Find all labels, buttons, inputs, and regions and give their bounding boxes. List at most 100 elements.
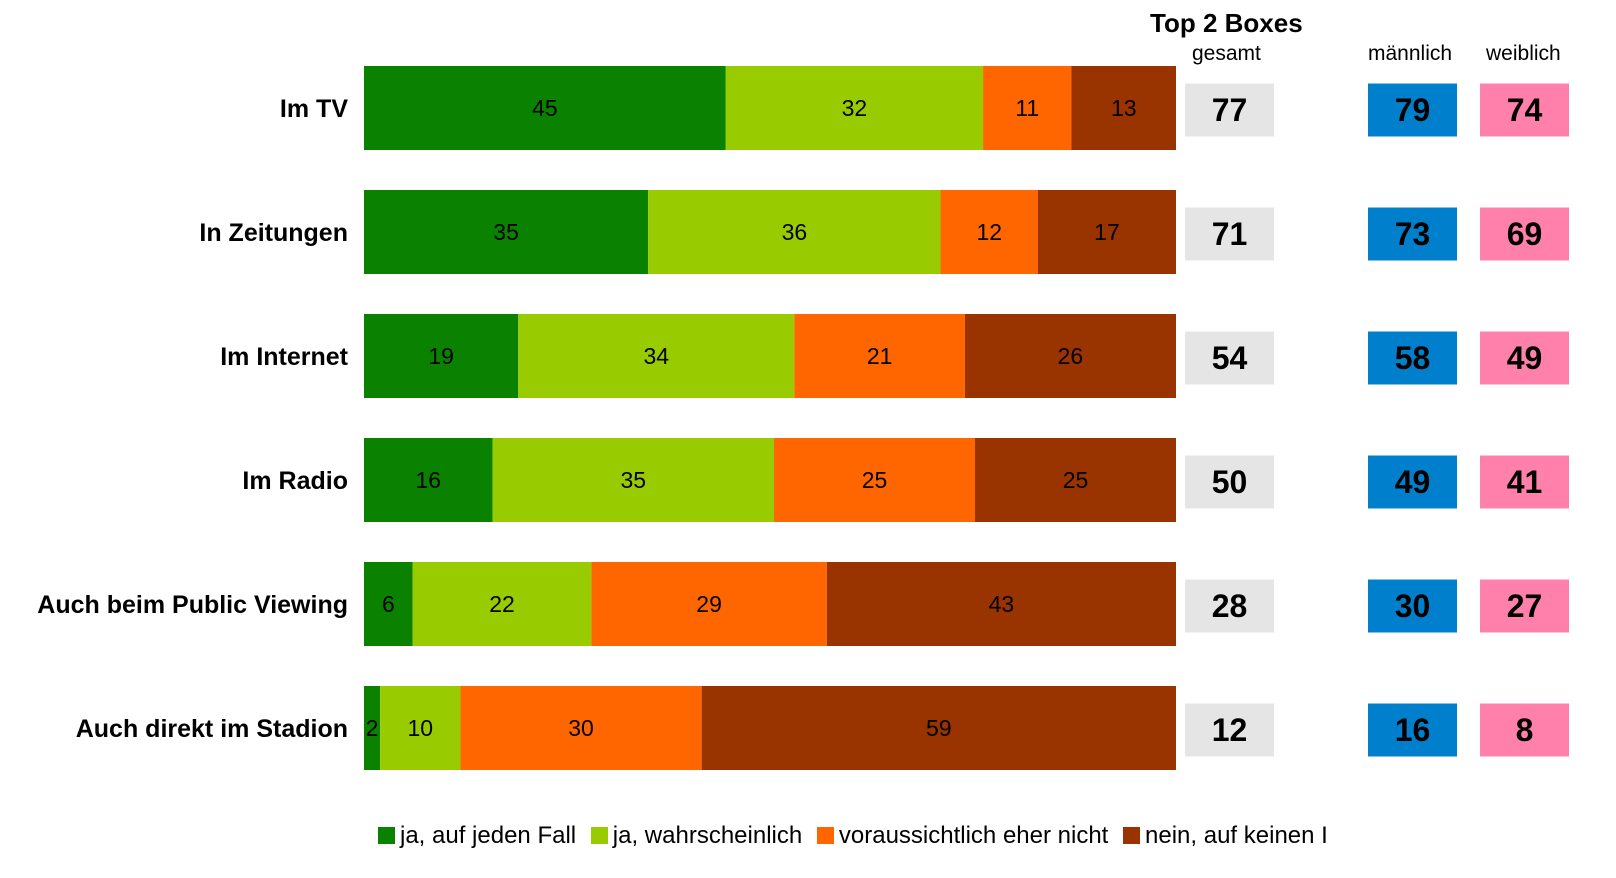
top2-total-box-value: 71 xyxy=(1212,216,1248,252)
top2-female-box xyxy=(1480,579,1569,633)
data-label: 12 xyxy=(976,219,1002,245)
top2-total-box-value: 54 xyxy=(1212,340,1248,376)
top2-male-box-value: 49 xyxy=(1395,464,1431,500)
top2-male-box xyxy=(1368,703,1457,757)
top2-female-box-value: 74 xyxy=(1507,92,1543,128)
bar-segment xyxy=(964,314,1176,398)
category-label: Im Radio xyxy=(242,467,348,495)
top2-total-box xyxy=(1185,83,1274,137)
bar-segment xyxy=(975,438,1176,522)
bar-segment xyxy=(364,190,649,274)
top2-male-box xyxy=(1368,83,1457,137)
data-label: 25 xyxy=(862,467,888,493)
bar-segment xyxy=(725,66,984,150)
bar-segment xyxy=(940,190,1038,274)
bar-segment xyxy=(1071,66,1176,150)
top2-male-box-value: 58 xyxy=(1395,340,1431,376)
top2-female-box-value: 8 xyxy=(1516,712,1534,748)
data-label: 26 xyxy=(1058,343,1084,369)
data-label: 36 xyxy=(782,219,808,245)
top2-female-box xyxy=(1480,455,1569,509)
bar-segment xyxy=(1037,190,1176,274)
legend-label: ja, auf jeden Fall xyxy=(400,822,577,849)
top2-female-box-value: 27 xyxy=(1507,588,1543,624)
top2-female-box-value: 69 xyxy=(1507,216,1543,252)
top2-male-box-value: 30 xyxy=(1395,588,1431,624)
top2-female-box xyxy=(1480,703,1569,757)
legend-label: ja, wahrscheinlich xyxy=(612,822,803,849)
top2-total-box xyxy=(1185,579,1274,633)
legend-label: voraussichtlich eher nicht xyxy=(838,822,1109,849)
top2-male-box xyxy=(1368,455,1457,509)
column-header-weiblich: weiblich xyxy=(1486,42,1561,65)
top2-female-box-value: 49 xyxy=(1507,340,1543,376)
top2-male-box xyxy=(1368,331,1457,385)
bar-segment xyxy=(591,562,827,646)
bar-segment xyxy=(364,562,413,646)
category-label: In Zeitungen xyxy=(199,219,348,247)
bar-segment xyxy=(364,438,493,522)
data-label: 17 xyxy=(1094,219,1120,245)
legend-item: nein, auf keinen I xyxy=(1123,822,1328,850)
top2-total-box xyxy=(1185,703,1274,757)
top2-total-box xyxy=(1185,455,1274,509)
top2-male-box xyxy=(1368,579,1457,633)
top2-total-box-value: 50 xyxy=(1212,464,1248,500)
top2-female-box xyxy=(1480,331,1569,385)
bar-segment xyxy=(364,686,381,770)
top2-boxes-title: Top 2 Boxes xyxy=(1150,8,1303,38)
bar-segment xyxy=(364,66,726,150)
data-label: 30 xyxy=(568,715,594,741)
bar-segment xyxy=(492,438,775,522)
bar-segment xyxy=(701,686,1176,770)
top2-female-box xyxy=(1480,83,1569,137)
top2-total-box xyxy=(1185,207,1274,261)
data-label: 11 xyxy=(1015,95,1039,121)
data-label: 10 xyxy=(407,715,433,741)
top2-total-box-value: 77 xyxy=(1212,92,1248,128)
legend-swatch xyxy=(378,827,395,844)
data-label: 2 xyxy=(366,715,379,741)
data-label: 16 xyxy=(416,467,442,493)
top2-total-box-value: 12 xyxy=(1212,712,1248,748)
top2-female-box-value: 41 xyxy=(1507,464,1543,500)
bar-segment xyxy=(460,686,702,770)
category-label: Im TV xyxy=(280,95,348,123)
data-label: 35 xyxy=(621,467,647,493)
data-label: 35 xyxy=(493,219,519,245)
data-label: 25 xyxy=(1063,467,1089,493)
bar-segment xyxy=(648,190,941,274)
bar-segment xyxy=(518,314,795,398)
top2-male-box-value: 79 xyxy=(1395,92,1431,128)
top2-male-box xyxy=(1368,207,1457,261)
data-label: 29 xyxy=(696,591,722,617)
bar-segment xyxy=(983,66,1072,150)
column-header-gesamt: gesamt xyxy=(1192,42,1261,65)
data-label: 21 xyxy=(867,343,893,369)
top2-total-box xyxy=(1185,331,1274,385)
data-label: 34 xyxy=(644,343,670,369)
column-header-maennlich: männlich xyxy=(1368,42,1453,65)
legend-swatch xyxy=(1123,827,1141,844)
data-label: 59 xyxy=(926,715,952,741)
bar-segment xyxy=(380,686,461,770)
legend-item: ja, wahrscheinlich xyxy=(590,822,803,850)
top2-male-box-value: 16 xyxy=(1395,712,1431,748)
data-label: 19 xyxy=(428,343,454,369)
category-label: Im Internet xyxy=(220,343,348,371)
legend-item: voraussichtlich eher nicht xyxy=(816,822,1109,850)
data-label: 6 xyxy=(382,591,395,617)
data-label: 22 xyxy=(489,591,515,617)
data-label: 45 xyxy=(532,95,558,121)
data-label: 32 xyxy=(842,95,868,121)
bar-segment xyxy=(826,562,1176,646)
data-label: 13 xyxy=(1111,95,1137,121)
legend: ja, auf jeden Fall ja, wahrscheinlich vo… xyxy=(378,822,1616,862)
legend-item: ja, auf jeden Fall xyxy=(378,822,576,850)
bar-segment xyxy=(364,314,519,398)
bar-segment xyxy=(412,562,592,646)
data-label: 43 xyxy=(989,591,1015,617)
top2-total-box-value: 28 xyxy=(1212,588,1248,624)
legend-swatch xyxy=(816,827,834,844)
